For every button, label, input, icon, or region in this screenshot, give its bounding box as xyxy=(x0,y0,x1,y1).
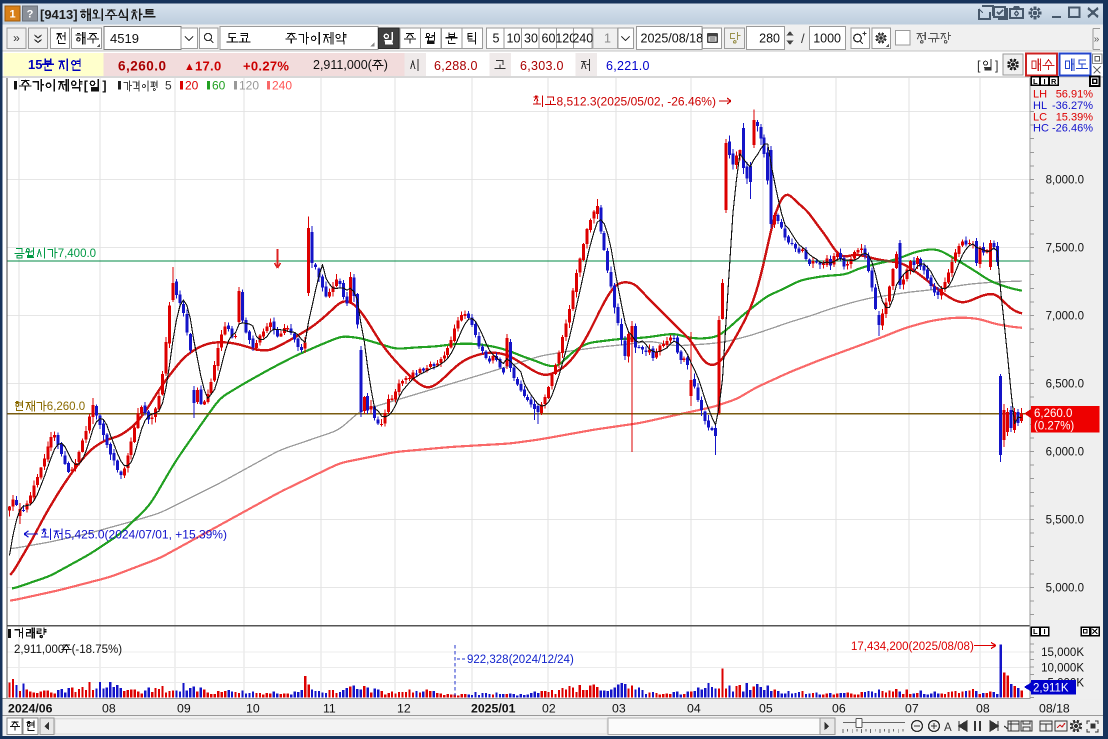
svg-text:17,434,200(2025/08/08): 17,434,200(2025/08/08) xyxy=(851,641,974,653)
svg-text:120: 120 xyxy=(239,79,259,93)
svg-text:▲: ▲ xyxy=(184,61,195,73)
svg-text:922,328(2024/12/24): 922,328(2024/12/24) xyxy=(467,654,574,666)
svg-text:2,911,000: 2,911,000 xyxy=(14,644,64,656)
svg-text:-26.46%: -26.46% xyxy=(1052,123,1093,135)
svg-text:7,000.0: 7,000.0 xyxy=(1046,311,1084,323)
svg-text:2025/08/18: 2025/08/18 xyxy=(641,32,704,46)
svg-text:6,000.0: 6,000.0 xyxy=(1046,447,1084,459)
svg-text:08/18: 08/18 xyxy=(1039,701,1070,715)
svg-text:5: 5 xyxy=(493,32,500,46)
svg-text:5,500.0: 5,500.0 xyxy=(1046,515,1084,527)
svg-text:240: 240 xyxy=(272,79,292,93)
svg-text:HC: HC xyxy=(1033,123,1049,135)
svg-text:LC: LC xyxy=(1033,111,1047,123)
svg-text:10: 10 xyxy=(507,32,521,46)
svg-text:60: 60 xyxy=(212,79,226,93)
svg-text:30: 30 xyxy=(524,32,538,46)
svg-text:60: 60 xyxy=(542,32,556,46)
svg-text:6,288.0: 6,288.0 xyxy=(434,59,478,73)
svg-text:6,260.0: 6,260.0 xyxy=(1034,408,1072,420)
svg-text:6,303.0: 6,303.0 xyxy=(520,59,564,73)
svg-text:(0.27%): (0.27%) xyxy=(1034,421,1074,433)
svg-text:4519: 4519 xyxy=(110,31,139,46)
svg-text:HL: HL xyxy=(1033,100,1047,112)
svg-text:03: 03 xyxy=(612,701,626,715)
svg-text:06: 06 xyxy=(832,701,846,715)
svg-text:R: R xyxy=(1051,77,1057,86)
svg-text:L: L xyxy=(1033,77,1038,86)
svg-text:6,500.0: 6,500.0 xyxy=(1046,379,1084,391)
svg-text:5,425.0(2024/07/01, +15.39%): 5,425.0(2024/07/01, +15.39%) xyxy=(65,527,227,541)
svg-text:12: 12 xyxy=(397,701,411,715)
svg-text:08: 08 xyxy=(102,701,116,715)
svg-text:1: 1 xyxy=(604,32,611,46)
svg-text:7,500.0: 7,500.0 xyxy=(1046,243,1084,255)
svg-text:]: ] xyxy=(995,59,998,73)
svg-text:6,221.0: 6,221.0 xyxy=(606,59,650,73)
svg-text:-36.27%: -36.27% xyxy=(1052,100,1093,112)
svg-text:15,000K: 15,000K xyxy=(1041,647,1084,659)
svg-text:I: I xyxy=(1043,627,1045,636)
svg-text:10: 10 xyxy=(246,701,260,715)
svg-text:2,911K: 2,911K xyxy=(1033,683,1069,695)
svg-text:8,512.3(2025/05/02, -26.46%): 8,512.3(2025/05/02, -26.46%) xyxy=(557,94,716,108)
svg-text:2,911,000(: 2,911,000( xyxy=(313,58,373,72)
svg-text:5,000.0: 5,000.0 xyxy=(1046,583,1084,595)
svg-text:10,000K: 10,000K xyxy=(1041,662,1084,674)
svg-text:15: 15 xyxy=(28,57,42,72)
svg-text:]: ] xyxy=(102,79,106,93)
svg-text:17.0: 17.0 xyxy=(195,59,222,74)
svg-text:A: A xyxy=(944,722,952,734)
svg-text:8,000.0: 8,000.0 xyxy=(1046,175,1084,187)
svg-text:»: » xyxy=(1094,34,1100,45)
svg-text:120: 120 xyxy=(555,32,576,46)
svg-text:05: 05 xyxy=(759,701,773,715)
svg-text:280: 280 xyxy=(759,32,780,46)
svg-text:I: I xyxy=(1043,77,1045,86)
svg-text:240: 240 xyxy=(572,32,593,46)
svg-text:5: 5 xyxy=(165,79,172,93)
svg-text:/: / xyxy=(801,31,805,46)
svg-text:LH: LH xyxy=(1033,89,1047,101)
svg-text:[: [ xyxy=(977,59,981,73)
svg-text:07: 07 xyxy=(905,701,919,715)
svg-text:08: 08 xyxy=(976,701,990,715)
svg-text:09: 09 xyxy=(177,701,191,715)
svg-text:56.91%: 56.91% xyxy=(1056,89,1094,101)
svg-text:6,260.0: 6,260.0 xyxy=(118,59,167,74)
svg-text:6,260.0: 6,260.0 xyxy=(47,401,85,413)
svg-text:?: ? xyxy=(27,9,34,21)
svg-text:20: 20 xyxy=(185,79,199,93)
svg-text:2024/06: 2024/06 xyxy=(8,701,53,715)
svg-text:2025/01: 2025/01 xyxy=(471,701,516,715)
svg-text:7,400.0: 7,400.0 xyxy=(58,248,96,260)
svg-text:1: 1 xyxy=(9,9,15,21)
svg-text:»: » xyxy=(13,31,20,45)
svg-text:1000: 1000 xyxy=(813,32,841,46)
svg-text:11: 11 xyxy=(323,701,336,715)
svg-text:[: [ xyxy=(84,79,89,93)
svg-text:): ) xyxy=(384,58,388,72)
svg-text:[9413]: [9413] xyxy=(40,7,78,22)
svg-text:+0.27%: +0.27% xyxy=(243,59,289,74)
svg-text:L: L xyxy=(1033,627,1038,636)
svg-text:(-18.75%): (-18.75%) xyxy=(72,644,123,656)
svg-text:02: 02 xyxy=(542,701,556,715)
svg-text:04: 04 xyxy=(687,701,701,715)
svg-text:15.39%: 15.39% xyxy=(1056,111,1094,123)
